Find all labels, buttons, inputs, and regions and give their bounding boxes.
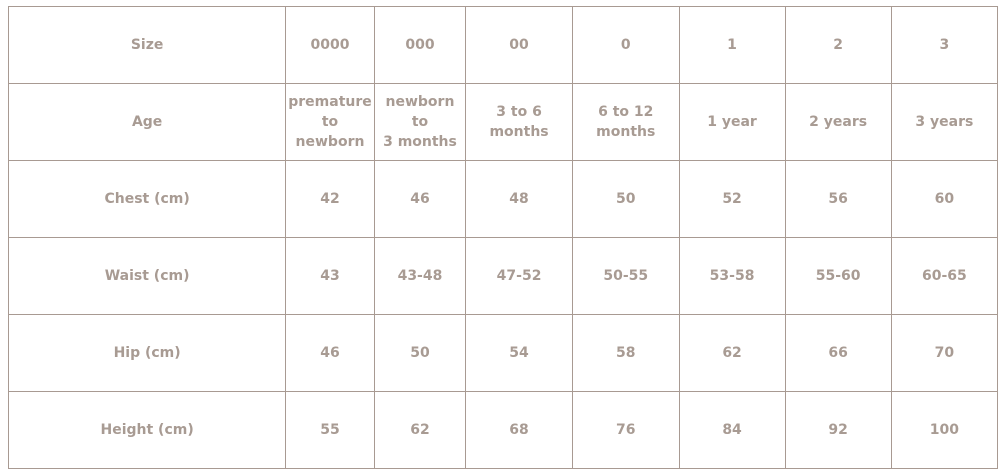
table-cell: 56: [784, 160, 892, 238]
row-label: Size: [7, 6, 287, 84]
row-label: Waist (cm): [7, 237, 287, 315]
table-cell: 1 year: [678, 83, 786, 161]
table-cell: 52: [678, 160, 786, 238]
table-cell: 6 to 12 months: [571, 83, 680, 161]
table-cell: 62: [678, 314, 786, 392]
table-cell: 60-65: [890, 237, 999, 315]
table-cell: 58: [571, 314, 680, 392]
table-cell: 3: [890, 6, 999, 84]
table-cell: 50-55: [571, 237, 680, 315]
table-row: Size 0000 000 00 0 1 2 3: [7, 6, 999, 84]
table-cell: 0: [571, 6, 680, 84]
table-cell: 0000: [285, 6, 375, 84]
table-cell: 48: [465, 160, 573, 238]
table-cell: 42: [285, 160, 375, 238]
table-cell: 50: [373, 314, 467, 392]
table-cell: 92: [784, 391, 892, 469]
table-cell: 2: [784, 6, 892, 84]
table-cell: premature to newborn: [285, 83, 375, 161]
table-cell: 84: [678, 391, 786, 469]
table-cell: 100: [890, 391, 999, 469]
row-label: Hip (cm): [7, 314, 287, 392]
table-row: Hip (cm) 46 50 54 58 62 66 70: [7, 314, 999, 392]
table-row: Waist (cm) 43 43-48 47-52 50-55 53-58 55-60 60-…: [7, 237, 999, 315]
table-cell: 3 to 6 months: [465, 83, 573, 161]
table-cell: 53-58: [678, 237, 786, 315]
table-cell: 46: [285, 314, 375, 392]
table-cell: 1: [678, 6, 786, 84]
table-cell: 55-60: [784, 237, 892, 315]
table-cell: 50: [571, 160, 680, 238]
table-row: Age premature to newborn newborn to 3 mont…: [7, 83, 999, 161]
table-cell: newborn to 3 months: [373, 83, 467, 161]
table-cell: 76: [571, 391, 680, 469]
table-cell: 3 years: [890, 83, 999, 161]
row-label: Height (cm): [7, 391, 287, 469]
table-cell: 68: [465, 391, 573, 469]
table-cell: 00: [465, 6, 573, 84]
size-chart-table: Size 0000 000 00 0 1 2 3 Age premature to newborn…: [7, 6, 999, 469]
table-cell: 66: [784, 314, 892, 392]
table-cell: 43: [285, 237, 375, 315]
table-cell: 55: [285, 391, 375, 469]
table-cell: 54: [465, 314, 573, 392]
row-label: Chest (cm): [7, 160, 287, 238]
table-cell: 70: [890, 314, 999, 392]
table-cell: 47-52: [465, 237, 573, 315]
table-cell: 000: [373, 6, 467, 84]
table-cell: 2 years: [784, 83, 892, 161]
table-cell: 62: [373, 391, 467, 469]
table-row: Chest (cm) 42 46 48 50 52 56 60: [7, 160, 999, 238]
table-cell: 46: [373, 160, 467, 238]
table-row: Height (cm) 55 62 68 76 84 92 100: [7, 391, 999, 469]
row-label: Age: [7, 83, 287, 161]
table-cell: 43-48: [373, 237, 467, 315]
table-cell: 60: [890, 160, 999, 238]
